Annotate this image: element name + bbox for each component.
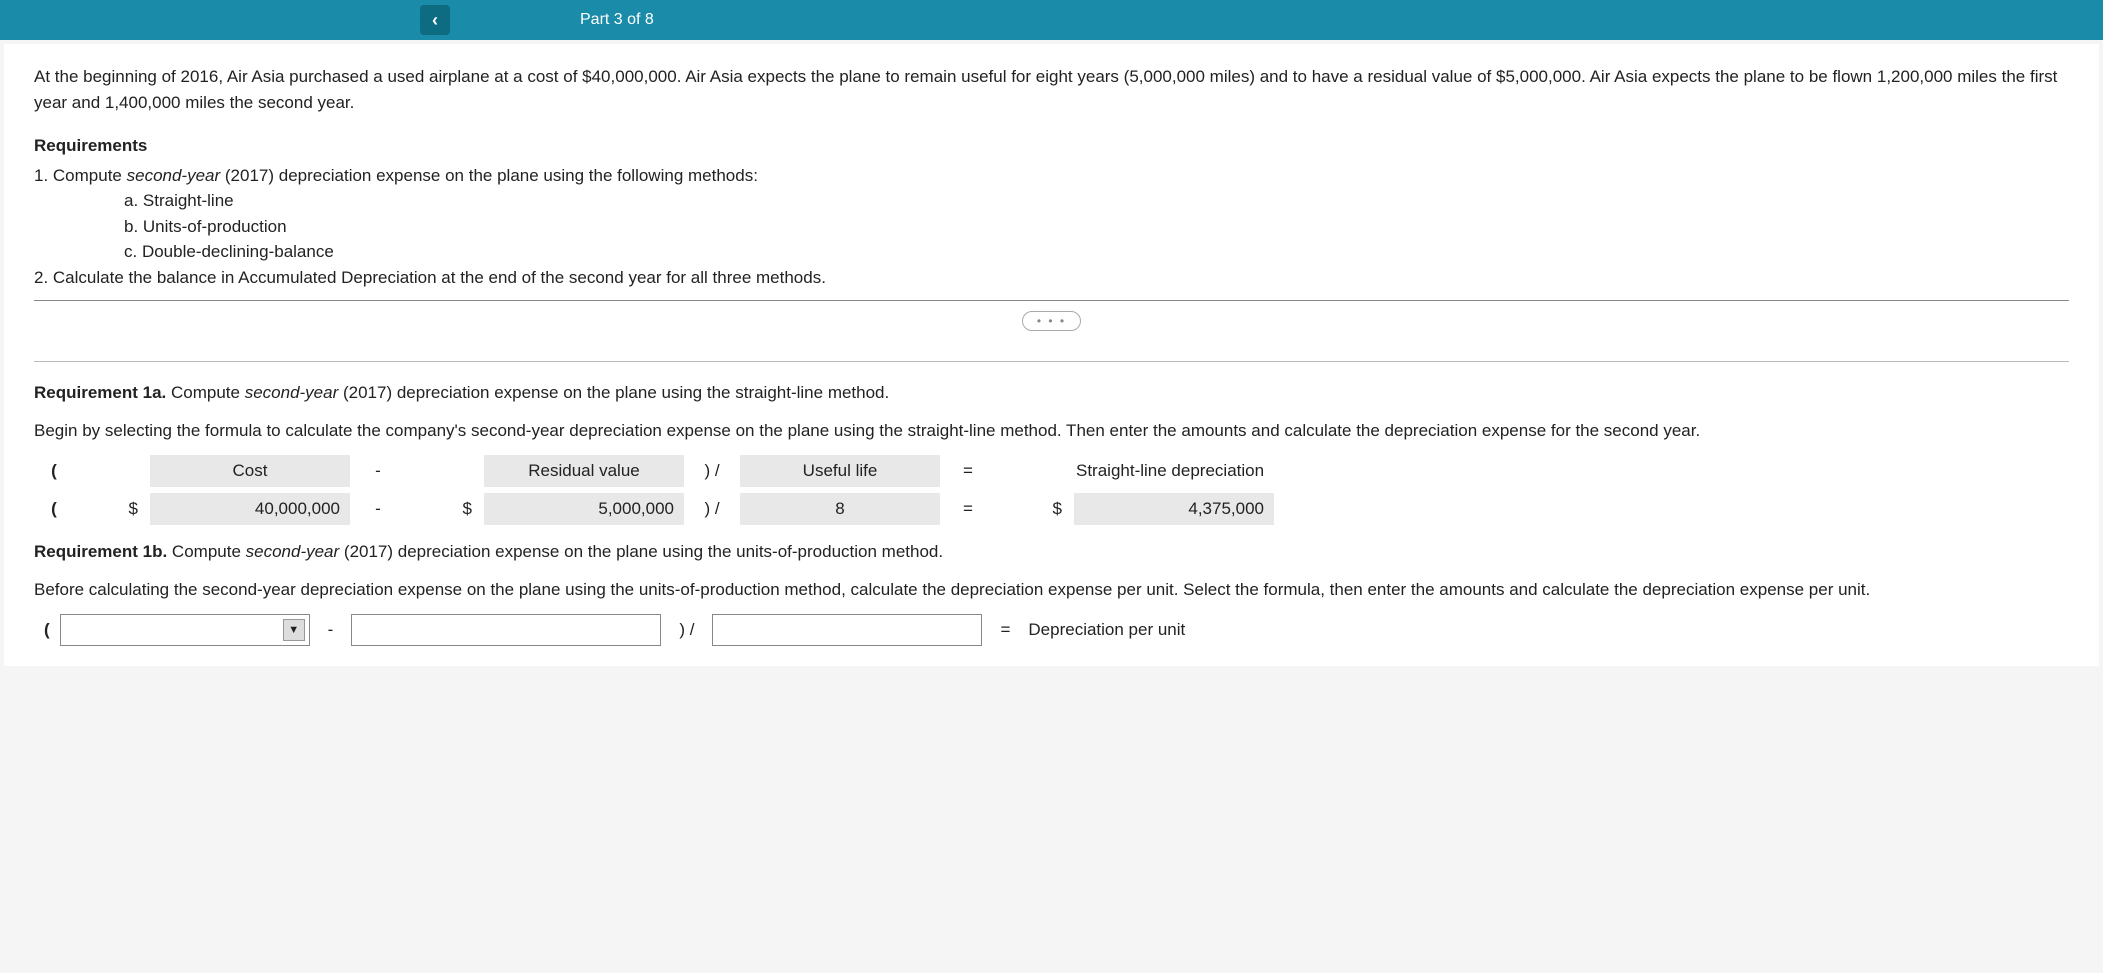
req1a-em: second-year <box>245 383 339 402</box>
minus-label: - <box>358 455 398 487</box>
equals: = <box>992 620 1018 640</box>
req1b-label: Requirement 1b. <box>34 542 172 561</box>
divide-label: ) / <box>692 455 732 487</box>
blank <box>406 465 476 477</box>
divider-light <box>34 361 2069 362</box>
req1b-pre: Compute <box>172 542 246 561</box>
residual-label[interactable]: Residual value <box>484 455 684 487</box>
units-of-production-formula: ( ▼ - ) / = Depreciation per unit <box>44 614 2069 646</box>
req1b-title: Requirement 1b. Compute second-year (201… <box>34 539 2069 565</box>
back-button[interactable]: ‹ <box>420 5 450 35</box>
req1a-title: Requirement 1a. Compute second-year (201… <box>34 380 2069 406</box>
requirements-block: Requirements 1. Compute second-year (201… <box>34 133 2069 290</box>
useful-life-value[interactable]: 8 <box>740 493 940 525</box>
residual-value[interactable]: 5,000,000 <box>484 493 684 525</box>
header-bar: ‹ Part 3 of 8 <box>0 0 2103 40</box>
req1-prefix: 1. Compute <box>34 166 127 185</box>
cost-value[interactable]: 40,000,000 <box>150 493 350 525</box>
problem-intro: At the beginning of 2016, Air Asia purch… <box>34 64 2069 115</box>
paren-open-label: ( <box>44 461 64 481</box>
uop-term1-dropdown[interactable]: ▼ <box>60 614 310 646</box>
requirements-heading: Requirements <box>34 133 2069 159</box>
req1b-instruction: Before calculating the second-year depre… <box>34 577 2069 603</box>
requirement-1: 1. Compute second-year (2017) depreciati… <box>34 163 2069 189</box>
requirement-1-sublist: a. Straight-line b. Units-of-production … <box>34 188 2069 265</box>
req1a-instruction: Begin by selecting the formula to calcul… <box>34 418 2069 444</box>
dollar-2: $ <box>406 499 476 519</box>
expand-dots-button[interactable]: • • • <box>1022 311 1081 331</box>
cost-label[interactable]: Cost <box>150 455 350 487</box>
req1-rest: (2017) depreciation expense on the plane… <box>220 166 758 185</box>
chevron-left-icon: ‹ <box>432 10 438 31</box>
req1a-rest: (2017) depreciation expense on the plane… <box>338 383 889 402</box>
dollar-3: $ <box>996 499 1066 519</box>
paren-open: ( <box>44 620 50 640</box>
equals-label: = <box>948 455 988 487</box>
uop-term3-dropdown[interactable] <box>712 614 982 646</box>
req1-emphasis: second-year <box>127 166 221 185</box>
blank <box>72 465 142 477</box>
divide: ) / <box>671 620 702 640</box>
requirement-2: 2. Calculate the balance in Accumulated … <box>34 265 2069 291</box>
minus-value: - <box>358 493 398 525</box>
result-value[interactable]: 4,375,000 <box>1074 493 1274 525</box>
dollar-1: $ <box>72 499 142 519</box>
equals-value: = <box>948 493 988 525</box>
sub-a: a. Straight-line <box>124 188 2069 214</box>
expand-wrap: • • • <box>34 311 2069 331</box>
minus: - <box>320 620 342 640</box>
uop-result-label: Depreciation per unit <box>1028 620 1185 640</box>
paren-open-value: ( <box>44 499 64 519</box>
req1a-label: Requirement 1a. <box>34 383 171 402</box>
chevron-down-icon: ▼ <box>283 619 305 641</box>
uop-term2-dropdown[interactable] <box>351 614 661 646</box>
req1b-em: second-year <box>246 542 340 561</box>
part-indicator: Part 3 of 8 <box>580 11 654 29</box>
blank <box>996 465 1066 477</box>
question-content: At the beginning of 2016, Air Asia purch… <box>4 44 2099 666</box>
sub-b: b. Units-of-production <box>124 214 2069 240</box>
result-label: Straight-line depreciation <box>1074 455 1274 487</box>
divide-value: ) / <box>692 493 732 525</box>
divider <box>34 300 2069 301</box>
straight-line-formula: ( Cost - Residual value ) / Useful life … <box>44 455 2069 525</box>
sub-c: c. Double-declining-balance <box>124 239 2069 265</box>
useful-life-label[interactable]: Useful life <box>740 455 940 487</box>
req1a-pre: Compute <box>171 383 245 402</box>
req1b-rest: (2017) depreciation expense on the plane… <box>339 542 943 561</box>
